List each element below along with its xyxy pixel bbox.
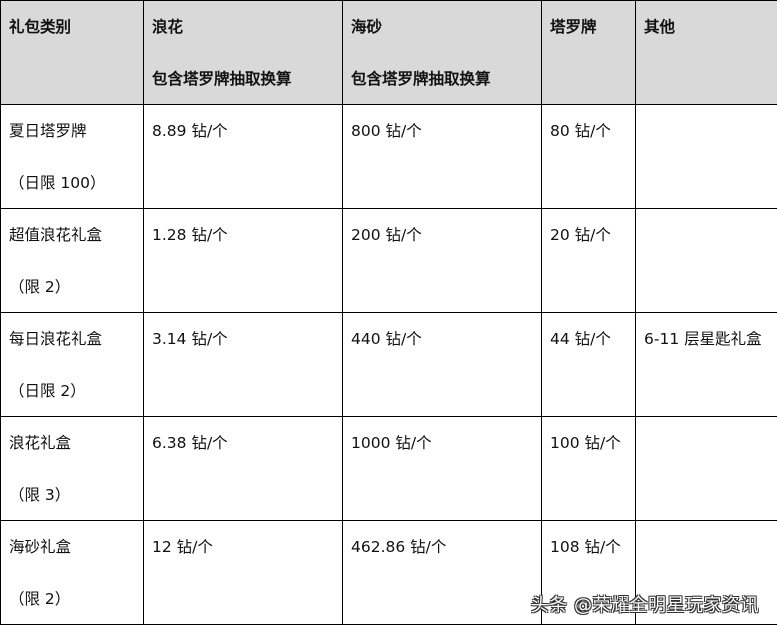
table-row: 浪花礼盒 （限 3） 6.38 钻/个 1000 钻/个 100 钻/个 xyxy=(0,416,777,521)
cell-haisha-haisha: 200 钻/个 xyxy=(351,226,422,244)
cell-taluo: 80 钻/个 xyxy=(541,104,636,209)
cell-haisha: 462.86 钻/个 xyxy=(342,520,542,625)
header-haisha-label: 海砂 xyxy=(351,17,383,36)
cell-langhua: 1.28 钻/个 xyxy=(143,208,343,313)
cell-haisha-haisha: 1000 钻/个 xyxy=(351,434,432,452)
cell-taluo-taluo: 44 钻/个 xyxy=(550,330,611,348)
cell-langhua-langhua: 12 钻/个 xyxy=(152,538,213,556)
cell-other xyxy=(635,416,777,521)
cell-name: 夏日塔罗牌 （日限 100） xyxy=(0,104,144,209)
cell-langhua-langhua: 3.14 钻/个 xyxy=(152,330,228,348)
cell-name-limit: （限 2） xyxy=(9,278,71,296)
cell-langhua: 12 钻/个 xyxy=(143,520,343,625)
header-haisha: 海砂包含塔罗牌抽取换算 xyxy=(342,0,542,105)
cell-taluo-taluo: 100 钻/个 xyxy=(550,434,621,452)
watermark: 头条 @荣耀全明星玩家资讯 xyxy=(530,595,759,616)
cell-langhua-langhua: 8.89 钻/个 xyxy=(152,122,228,140)
cell-other-other: 6-11 层星匙礼盒 xyxy=(644,330,762,348)
cell-haisha-haisha: 462.86 钻/个 xyxy=(351,538,447,556)
cell-langhua-langhua: 1.28 钻/个 xyxy=(152,226,228,244)
header-taluo: 塔罗牌 xyxy=(541,0,636,105)
cell-other xyxy=(635,208,777,313)
cell-name-limit: （日限 2） xyxy=(9,382,86,400)
cell-haisha: 440 钻/个 xyxy=(342,312,542,417)
cell-haisha: 200 钻/个 xyxy=(342,208,542,313)
header-taluo-label: 塔罗牌 xyxy=(550,17,597,36)
cell-name-limit: （限 2） xyxy=(9,590,71,608)
cell-taluo-taluo: 20 钻/个 xyxy=(550,226,611,244)
cell-name-name: 浪花礼盒 xyxy=(9,434,72,452)
cell-taluo: 20 钻/个 xyxy=(541,208,636,313)
cell-name-name: 每日浪花礼盒 xyxy=(9,330,103,348)
cell-haisha: 1000 钻/个 xyxy=(342,416,542,521)
header-langhua-note: 包含塔罗牌抽取换算 xyxy=(152,69,292,88)
table-row: 海砂礼盒 （限 2） 12 钻/个 462.86 钻/个 108 钻/个 xyxy=(0,520,777,625)
header-haisha-note: 包含塔罗牌抽取换算 xyxy=(351,69,491,88)
cell-other: 6-11 层星匙礼盒 xyxy=(635,312,777,417)
cell-name: 每日浪花礼盒 （日限 2） xyxy=(0,312,144,417)
cell-taluo: 100 钻/个 xyxy=(541,416,636,521)
cell-name-name: 海砂礼盒 xyxy=(9,538,72,556)
cell-name: 海砂礼盒 （限 2） xyxy=(0,520,144,625)
cell-name-limit: （限 3） xyxy=(9,486,71,504)
cell-name-name: 超值浪花礼盒 xyxy=(9,226,103,244)
header-category: 礼包类别 xyxy=(0,0,144,105)
cell-langhua-langhua: 6.38 钻/个 xyxy=(152,434,228,452)
header-langhua-label: 浪花 xyxy=(152,17,184,36)
cell-taluo: 44 钻/个 xyxy=(541,312,636,417)
table-row: 每日浪花礼盒 （日限 2） 3.14 钻/个 440 钻/个 44 钻/个 6-11 层星… xyxy=(0,312,777,417)
cell-haisha-haisha: 800 钻/个 xyxy=(351,122,422,140)
cell-langhua: 3.14 钻/个 xyxy=(143,312,343,417)
header-langhua: 浪花包含塔罗牌抽取换算 xyxy=(143,0,343,105)
cell-taluo-taluo: 80 钻/个 xyxy=(550,122,611,140)
cell-haisha-haisha: 440 钻/个 xyxy=(351,330,422,348)
header-other: 其他 xyxy=(635,0,777,105)
cell-taluo-taluo: 108 钻/个 xyxy=(550,538,621,556)
cell-langhua: 8.89 钻/个 xyxy=(143,104,343,209)
header-other-label: 其他 xyxy=(644,17,676,36)
cell-other xyxy=(635,520,777,625)
cell-name-name: 夏日塔罗牌 xyxy=(9,122,87,140)
header-category-label: 礼包类别 xyxy=(9,17,72,36)
cell-name: 浪花礼盒 （限 3） xyxy=(0,416,144,521)
table-row: 超值浪花礼盒 （限 2） 1.28 钻/个 200 钻/个 20 钻/个 xyxy=(0,208,777,313)
cell-name: 超值浪花礼盒 （限 2） xyxy=(0,208,144,313)
cell-langhua: 6.38 钻/个 xyxy=(143,416,343,521)
cell-name-limit: （日限 100） xyxy=(9,174,106,192)
cell-haisha: 800 钻/个 xyxy=(342,104,542,209)
cell-other xyxy=(635,104,777,209)
table-header-row: 礼包类别 浪花包含塔罗牌抽取换算 海砂包含塔罗牌抽取换算 塔罗牌 其他 xyxy=(0,0,777,105)
cell-taluo: 108 钻/个 xyxy=(541,520,636,625)
table-row: 夏日塔罗牌 （日限 100） 8.89 钻/个 800 钻/个 80 钻/个 xyxy=(0,104,777,209)
